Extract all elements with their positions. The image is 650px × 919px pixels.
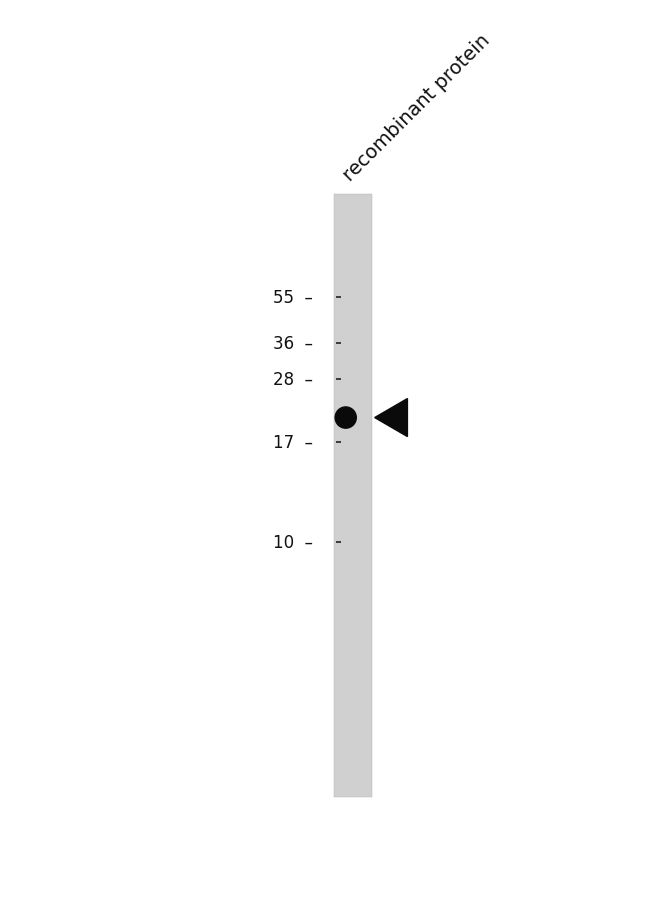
Text: 36  –: 36 – — [273, 335, 313, 353]
Text: recombinant protein: recombinant protein — [340, 30, 494, 185]
Ellipse shape — [335, 407, 356, 428]
Text: 55  –: 55 – — [273, 289, 313, 307]
Text: 28  –: 28 – — [273, 370, 313, 388]
Text: 17  –: 17 – — [273, 434, 313, 452]
Bar — [334, 195, 372, 797]
Polygon shape — [374, 399, 408, 437]
Text: 10  –: 10 – — [273, 533, 313, 550]
